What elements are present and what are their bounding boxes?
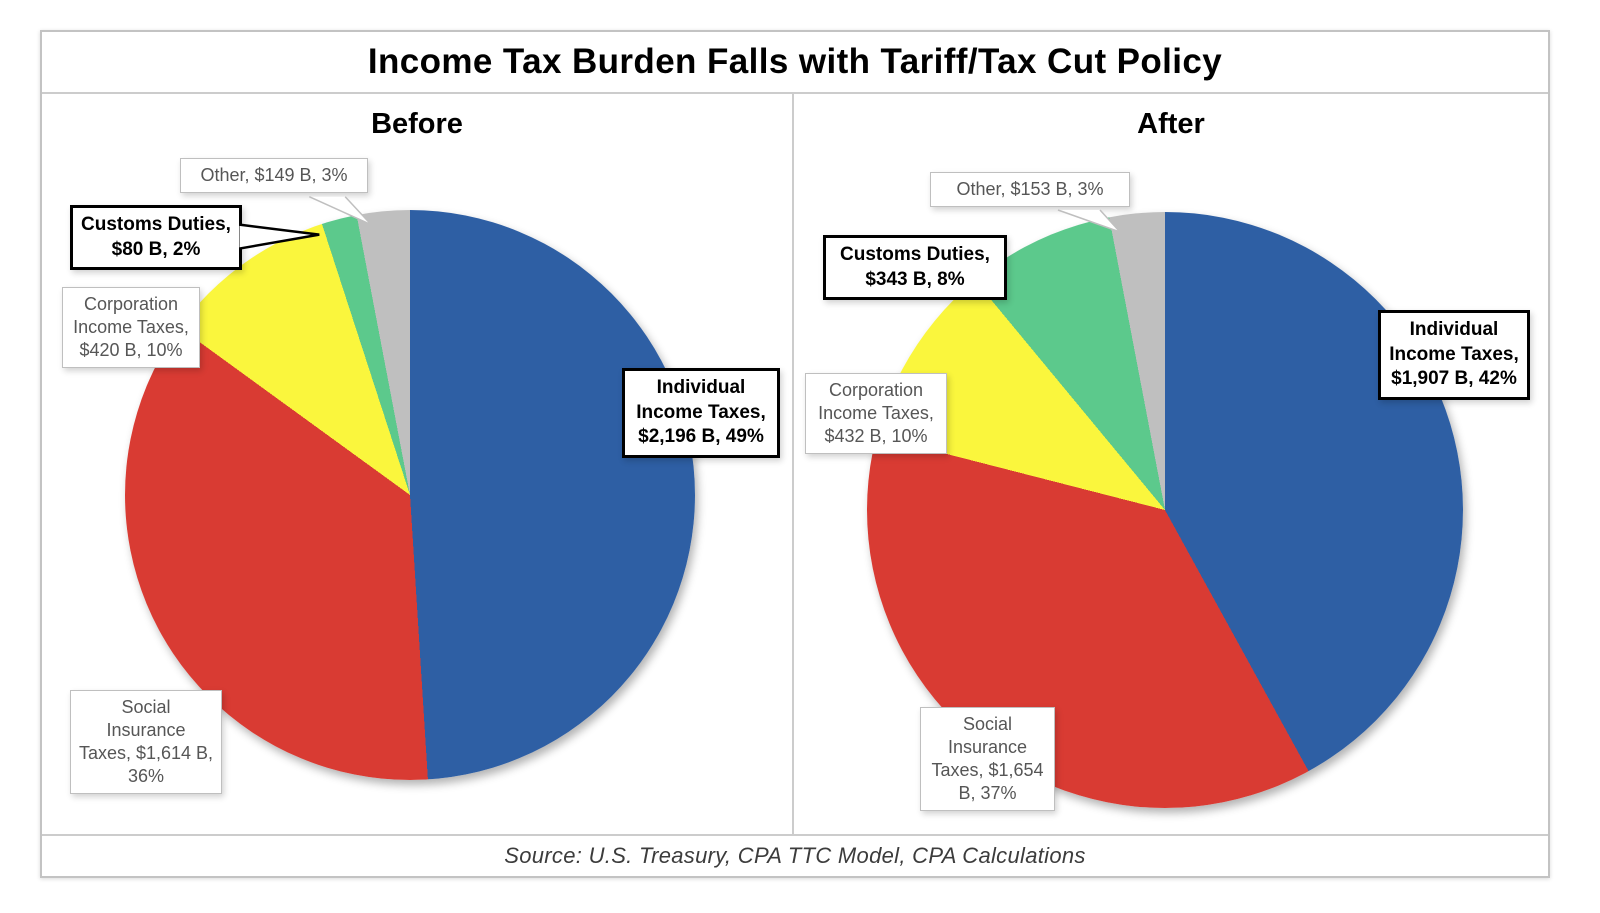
label-individual-income-taxes-after: Individual Income Taxes, $1,907 B, 42% [1378,310,1530,401]
label-corporation-income-taxes-after: Corporation Income Taxes, $432 B, 10% [805,373,947,455]
label-social-insurance-taxes-after: Social Insurance Taxes, $1,654 B, 37% [920,707,1055,812]
panel-after-header: After [1137,108,1205,140]
panel-before: Before Other, $149 B, 3% Customs Duties,… [42,94,794,834]
label-other-after: Other, $153 B, 3% [930,172,1130,208]
chart-title: Income Tax Burden Falls with Tariff/Tax … [367,42,1223,81]
label-corporation-income-taxes-before: Corporation Income Taxes, $420 B, 10% [62,287,200,369]
source-note: Source: U.S. Treasury, CPA TTC Model, CP… [504,843,1086,868]
chart-panels: Before Other, $149 B, 3% Customs Duties,… [42,94,1548,834]
title-bar: Income Tax Burden Falls with Tariff/Tax … [42,32,1548,94]
label-customs-duties-before: Customs Duties, $80 B, 2% [70,205,242,271]
pie-chart-before [125,210,695,780]
panel-after: After Other, $153 B, 3% Customs Duties, … [794,94,1548,834]
label-social-insurance-taxes-before: Social Insurance Taxes, $1,614 B, 36% [70,690,222,795]
source-bar: Source: U.S. Treasury, CPA TTC Model, CP… [42,834,1548,876]
panel-before-header: Before [371,108,463,140]
chart-frame: Income Tax Burden Falls with Tariff/Tax … [40,30,1550,878]
label-other-before: Other, $149 B, 3% [180,158,368,194]
label-customs-duties-after: Customs Duties, $343 B, 8% [823,235,1007,301]
label-individual-income-taxes-before: Individual Income Taxes, $2,196 B, 49% [622,368,780,459]
